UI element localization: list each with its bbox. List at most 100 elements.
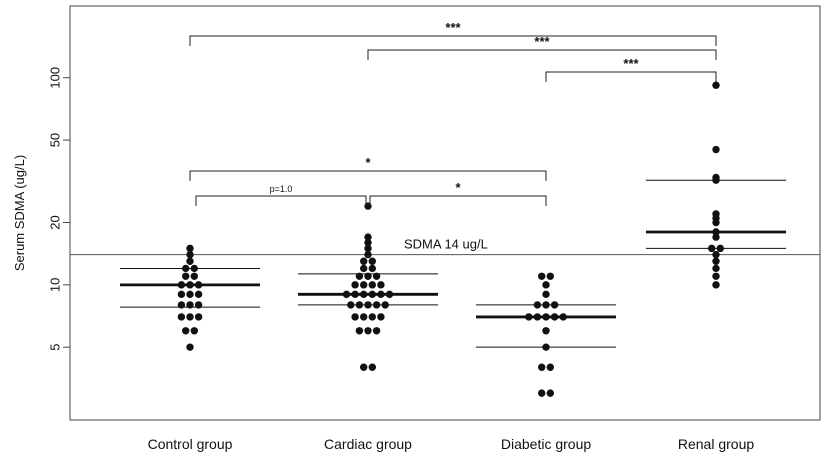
data-point (377, 290, 385, 299)
data-point (177, 301, 186, 309)
data-point (559, 313, 567, 321)
plot-frame (69, 5, 821, 421)
data-point (355, 272, 364, 280)
data-point (177, 290, 186, 299)
data-point (194, 313, 203, 321)
data-point (364, 244, 372, 253)
data-point (542, 290, 550, 299)
data-point (364, 202, 372, 210)
data-point (546, 272, 554, 280)
comparison-label: * (365, 155, 371, 170)
data-point (712, 250, 720, 259)
data-point (368, 363, 376, 371)
data-point (360, 264, 368, 273)
comparison-bracket (195, 195, 367, 206)
data-point (708, 244, 716, 253)
data-point (377, 281, 385, 289)
data-point (712, 210, 720, 218)
data-point (368, 290, 376, 299)
data-point (712, 264, 720, 273)
data-point (712, 228, 720, 236)
data-point (364, 233, 372, 241)
data-point (372, 301, 381, 309)
data-point (538, 272, 546, 280)
data-point (538, 363, 546, 371)
data-point (550, 313, 559, 321)
data-point (186, 257, 194, 265)
y-tick-label: 50 (47, 133, 62, 147)
comparison-bracket (189, 170, 547, 181)
data-point (542, 313, 550, 321)
data-point (364, 250, 372, 259)
data-point (186, 281, 194, 289)
data-point (712, 81, 720, 89)
comparison-bracket (545, 71, 717, 82)
data-point (186, 244, 194, 253)
data-point (716, 244, 724, 253)
reference-line-group: SDMA 14 ug/L (70, 237, 820, 256)
comparison-label: * (455, 180, 461, 195)
data-point (177, 281, 186, 289)
category-labels: Control group Cardiac group Diabetic group… (148, 436, 755, 452)
data-point (360, 363, 368, 371)
data-point (182, 327, 190, 335)
data-point (177, 313, 186, 321)
comparison-bracket (369, 195, 547, 206)
data-point (360, 313, 368, 321)
data-point (712, 173, 720, 182)
data-point (372, 327, 381, 335)
data-point (533, 313, 542, 321)
data-point (381, 301, 389, 309)
y-tick-label: 5 (47, 344, 62, 351)
data-point (542, 281, 550, 289)
data-point (194, 301, 203, 309)
data-point (351, 281, 359, 289)
data-point (351, 290, 359, 299)
data-point (186, 313, 194, 321)
data-point (372, 272, 381, 280)
data-point (194, 281, 203, 289)
data-point (546, 363, 554, 371)
category-label: Control group (148, 436, 233, 452)
data-point (190, 327, 198, 335)
data-point (190, 272, 198, 280)
data-point (186, 343, 194, 351)
comparison-label: *** (445, 20, 461, 35)
data-points (177, 81, 724, 397)
category-label: Diabetic group (501, 436, 591, 452)
y-tick-label: 100 (47, 67, 62, 89)
data-point (712, 233, 720, 241)
comparison-label: p=1.0 (270, 184, 293, 194)
comparison-label: *** (623, 56, 639, 71)
data-point (712, 145, 720, 154)
data-point (347, 301, 355, 309)
category-label: Renal group (678, 436, 754, 452)
data-point (385, 290, 394, 299)
data-point (542, 327, 550, 335)
data-point (364, 238, 372, 247)
data-point (712, 281, 720, 289)
data-point (368, 281, 376, 289)
data-point (364, 327, 372, 335)
data-point (525, 313, 533, 321)
data-point (360, 281, 368, 289)
data-point (542, 301, 550, 309)
data-point (190, 264, 198, 273)
data-point (355, 327, 364, 335)
data-point (355, 301, 364, 309)
data-point (712, 257, 720, 265)
data-point (360, 257, 368, 265)
comparison-label: *** (534, 34, 550, 49)
data-point (364, 301, 372, 309)
data-point (377, 313, 385, 321)
y-axis: 5 10 20 50 100 (47, 67, 70, 351)
reference-line-label: SDMA 14 ug/L (404, 237, 488, 252)
y-axis-title: Serum SDMA (ug/L) (12, 155, 27, 271)
data-point (538, 389, 546, 397)
summary-lines (120, 179, 786, 348)
data-point (368, 313, 376, 321)
data-point (546, 389, 554, 397)
data-point (186, 250, 194, 259)
data-point (182, 264, 190, 273)
data-point (186, 301, 194, 309)
